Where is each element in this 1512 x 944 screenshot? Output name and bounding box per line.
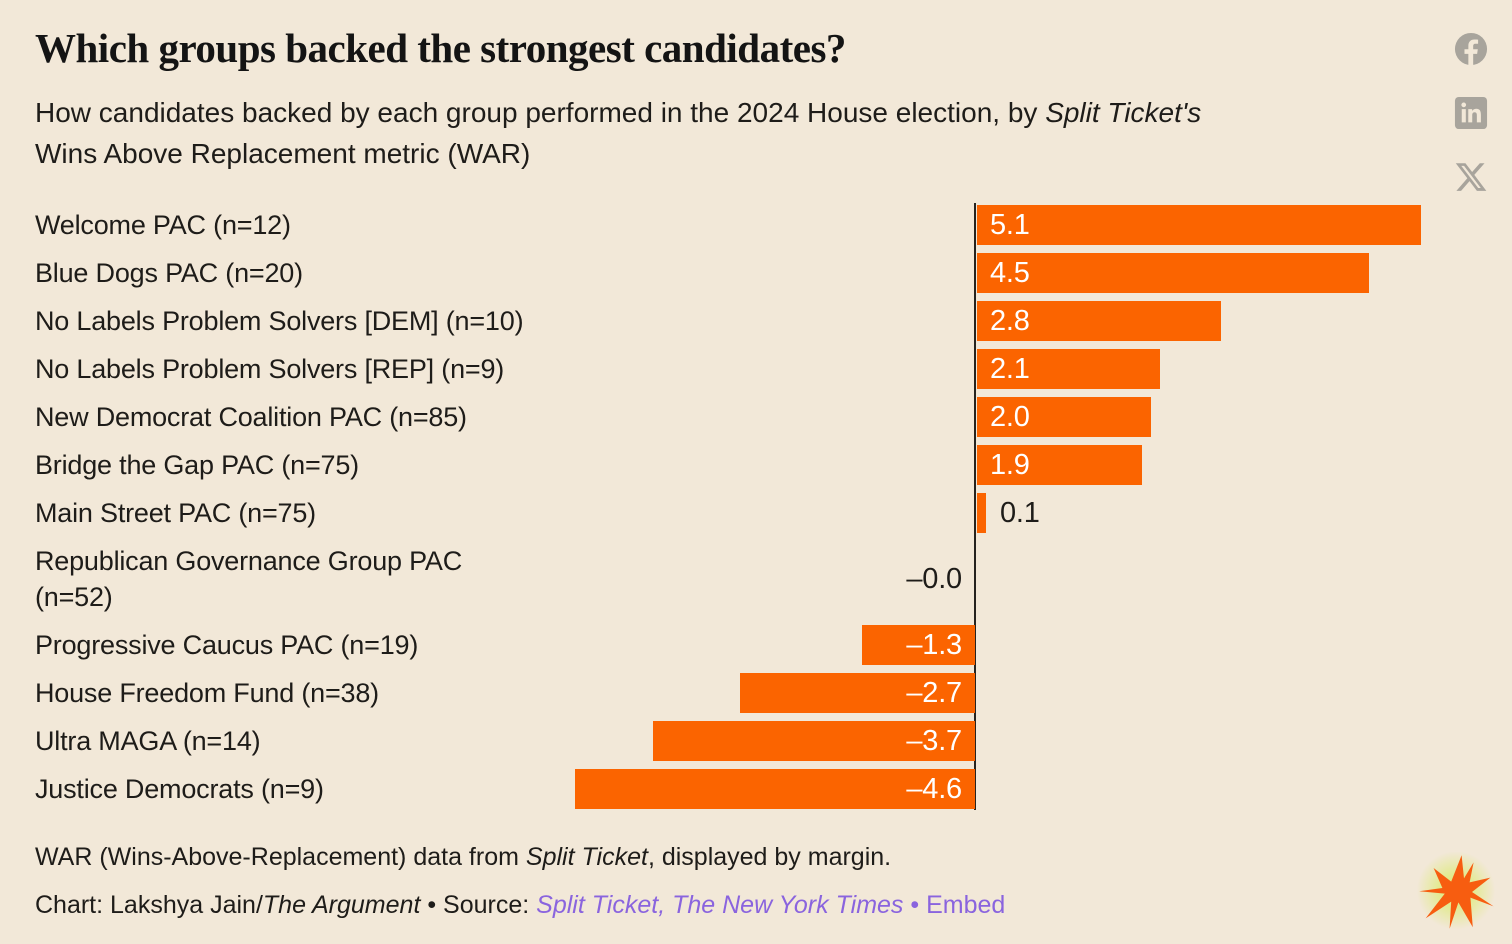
facebook-icon[interactable] <box>1454 32 1488 66</box>
category-label: No Labels Problem Solvers [DEM] (n=10) <box>35 306 524 336</box>
source-label: Source: <box>443 891 537 919</box>
chart-row: Republican Governance Group PAC (n=52) –0.… <box>0 537 1512 621</box>
chart-row: No Labels Problem Solvers [DEM] (n=10) 2.… <box>0 297 1512 345</box>
page-title: Which groups backed the strongest candid… <box>35 25 846 71</box>
note-suffix-text: , displayed by margin. <box>647 843 892 871</box>
value-label: –3.7 <box>906 725 962 757</box>
value-bar <box>977 445 1142 485</box>
note-italic-text: Split Ticket <box>525 843 648 871</box>
chart-header: Which groups backed the strongest candid… <box>35 24 1425 174</box>
chart-row: Justice Democrats (n=9) –4.6 <box>0 765 1512 813</box>
category-label: Bridge the Gap PAC (n=75) <box>35 450 359 480</box>
chart-row: Bridge the Gap PAC (n=75) 1.9 <box>0 441 1512 489</box>
value-label: 5.1 <box>990 209 1030 241</box>
subtitle-italic-text: Split Ticket's <box>1045 97 1202 128</box>
category-label: House Freedom Fund (n=38) <box>35 678 379 708</box>
value-bar <box>862 625 975 665</box>
value-bar <box>977 493 986 533</box>
argument-starburst-logo[interactable] <box>1416 852 1496 932</box>
category-label: New Democrat Coalition PAC (n=85) <box>35 402 467 432</box>
value-label: 2.8 <box>990 305 1030 337</box>
value-bar <box>977 205 1421 245</box>
category-label: No Labels Problem Solvers [REP] (n=9) <box>35 354 505 384</box>
embed-separator: • <box>903 891 927 919</box>
value-label: –0.0 <box>906 563 962 595</box>
chart-footer: WAR (Wins-Above-Replacement) data from S… <box>35 843 1005 920</box>
credit-italic-text: The Argument <box>262 891 421 919</box>
chart-row: Ultra MAGA (n=14) –3.7 <box>0 717 1512 765</box>
chart-subtitle: How candidates backed by each group perf… <box>35 92 1425 174</box>
bar-chart: Welcome PAC (n=12) 5.1 Blue Dogs PAC (n=20… <box>0 201 1512 813</box>
value-bar <box>740 673 975 713</box>
value-label: –1.3 <box>906 629 962 661</box>
value-bar <box>977 349 1160 389</box>
value-bar <box>977 253 1369 293</box>
chart-row: New Democrat Coalition PAC (n=85) 2.0 <box>0 393 1512 441</box>
starburst-icon <box>1419 855 1494 929</box>
category-label: Ultra MAGA (n=14) <box>35 726 261 756</box>
footer-credit: Chart: Lakshya Jain/The Argument • Sourc… <box>35 891 1005 920</box>
category-label: Justice Democrats (n=9) <box>35 774 324 804</box>
category-label: Republican Governance Group PAC (n=52) <box>35 546 463 612</box>
category-label: Blue Dogs PAC (n=20) <box>35 258 303 288</box>
chart-row: Welcome PAC (n=12) 5.1 <box>0 201 1512 249</box>
embed-link[interactable]: Embed <box>926 891 1006 919</box>
credit-separator: • <box>420 891 444 919</box>
chart-row: Progressive Caucus PAC (n=19) –1.3 <box>0 621 1512 669</box>
value-label: –2.7 <box>906 677 962 709</box>
zero-axis-line <box>974 203 976 810</box>
category-label: Progressive Caucus PAC (n=19) <box>35 630 419 660</box>
value-bar <box>575 769 975 809</box>
value-label: 4.5 <box>990 257 1030 289</box>
chart-row: Main Street PAC (n=75) 0.1 <box>0 489 1512 537</box>
subtitle-text: How candidates backed by each group perf… <box>35 97 1046 128</box>
value-bar <box>977 397 1151 437</box>
value-label: 1.9 <box>990 449 1030 481</box>
value-label: 0.1 <box>1000 497 1040 529</box>
chart-row: No Labels Problem Solvers [REP] (n=9) 2.1 <box>0 345 1512 393</box>
category-label: Main Street PAC (n=75) <box>35 498 316 528</box>
subtitle-line2: Wins Above Replacement metric (WAR) <box>35 138 531 169</box>
linkedin-icon[interactable] <box>1454 96 1488 130</box>
credit-text: Chart: Lakshya Jain/ <box>35 891 263 919</box>
value-label: 2.0 <box>990 401 1030 433</box>
footer-note: WAR (Wins-Above-Replacement) data from S… <box>35 843 1005 872</box>
note-text: WAR (Wins-Above-Replacement) data from <box>35 843 526 871</box>
share-buttons <box>1454 32 1488 194</box>
category-label: Welcome PAC (n=12) <box>35 210 291 240</box>
value-bar <box>977 301 1221 341</box>
value-bar <box>653 721 975 761</box>
chart-row: Blue Dogs PAC (n=20) 4.5 <box>0 249 1512 297</box>
value-label: 2.1 <box>990 353 1030 385</box>
chart-row: House Freedom Fund (n=38) –2.7 <box>0 669 1512 717</box>
source-link[interactable]: Split Ticket, The New York Times <box>536 891 904 919</box>
x-icon[interactable] <box>1454 160 1488 194</box>
value-label: –4.6 <box>906 773 962 805</box>
